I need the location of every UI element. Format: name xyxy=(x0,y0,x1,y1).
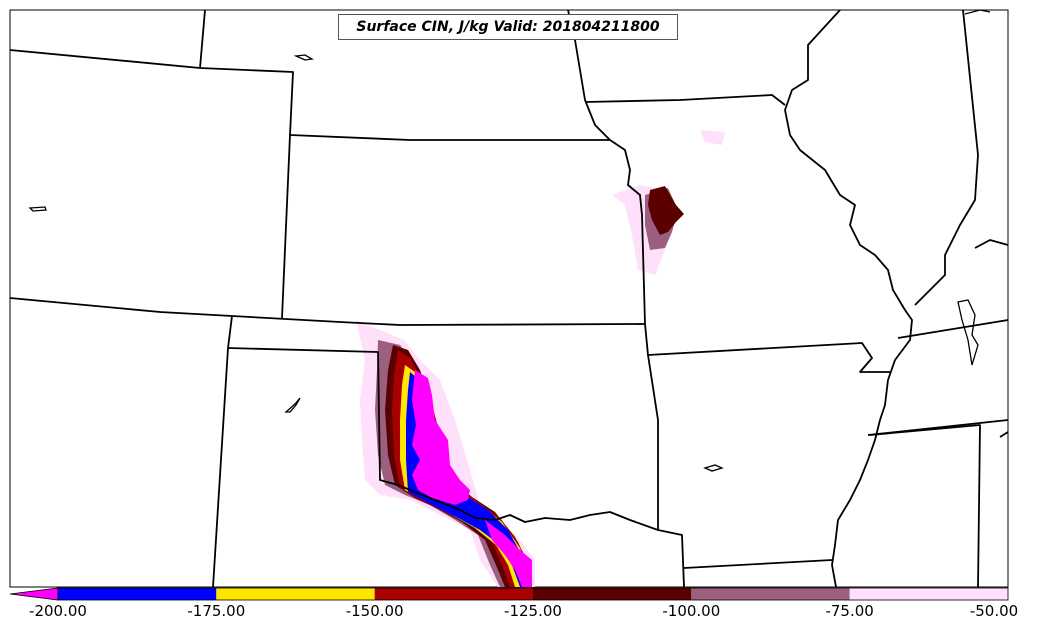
cin-darkred-ks xyxy=(648,186,684,235)
colorbar-bin xyxy=(533,588,692,600)
border-ky-n xyxy=(974,239,1009,249)
border-tn-ms xyxy=(867,419,1009,436)
lake-2 xyxy=(28,206,47,212)
border-wy-id xyxy=(199,9,206,69)
cin-pink-mo-north xyxy=(700,130,725,145)
border-ga xyxy=(999,431,1009,438)
cin-magenta-tx xyxy=(485,520,532,587)
border-il xyxy=(914,9,979,306)
colorbar-bin xyxy=(691,588,850,600)
map-title: Surface CIN, J/kg Valid: 201804211800 xyxy=(338,14,678,40)
border-co-nm-ks-ok xyxy=(9,297,646,326)
lake-4 xyxy=(703,464,724,472)
lake-6 xyxy=(964,9,991,15)
state-boundaries xyxy=(9,9,1009,588)
colorbar-tick-label: -200.00 xyxy=(29,602,87,620)
colorbar-tick-label: -100.00 xyxy=(662,602,721,620)
colorbar xyxy=(9,587,1009,601)
colorbar-tick-label: -175.00 xyxy=(187,602,246,620)
lakes xyxy=(28,9,991,472)
border-ar-la xyxy=(683,559,833,569)
lake-5 xyxy=(957,299,979,366)
border-mississippi xyxy=(784,9,913,588)
border-ky-tn xyxy=(897,319,1009,339)
colorbar-bin xyxy=(58,588,217,600)
lake-1 xyxy=(293,54,314,61)
colorbar-extend-arrow xyxy=(9,587,59,601)
colorbar-tick-label: -75.00 xyxy=(825,602,874,620)
lake-3 xyxy=(284,397,301,413)
colorbar-outline xyxy=(57,587,1009,601)
colorbar-tick-label: -50.00 xyxy=(969,602,1019,620)
border-co-ks xyxy=(281,134,291,319)
border-mo-ar xyxy=(647,342,890,373)
border-ok-ar xyxy=(644,323,685,588)
map-frame xyxy=(9,9,1009,588)
border-ia-mo xyxy=(584,94,786,106)
cin-magenta-ok xyxy=(412,370,470,505)
colorbar-tick-label: -150.00 xyxy=(345,602,404,620)
border-red-river xyxy=(397,484,659,531)
colorbar-tick-label: -125.00 xyxy=(504,602,562,620)
colorbar-bin xyxy=(849,588,1008,600)
border-wy-co-ne xyxy=(9,49,294,136)
border-ne-ks xyxy=(289,134,610,141)
colorbar-bin xyxy=(216,588,375,600)
border-ks-mo xyxy=(609,139,646,325)
border-nm-tx xyxy=(227,347,399,486)
colorbar-bin xyxy=(374,588,533,600)
